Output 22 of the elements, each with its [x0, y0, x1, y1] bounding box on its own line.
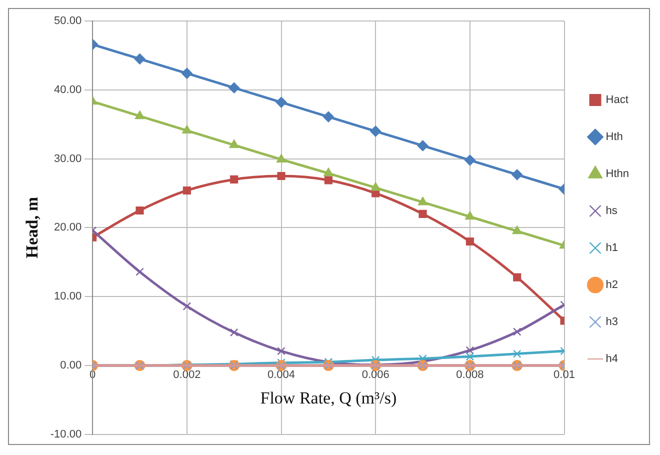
legend-label: h1	[606, 242, 618, 254]
y-axis-title: Head, m	[22, 197, 42, 258]
x-tick-label: 0.008	[456, 369, 484, 382]
y-tick-label: -10.00	[50, 428, 82, 440]
legend-label: h3	[606, 316, 618, 328]
y-tick-label: 0.00	[60, 360, 82, 372]
legend-label: h4	[606, 353, 618, 366]
y-tick-label: 10.00	[54, 290, 82, 303]
y-tick-label: 50.00	[54, 15, 82, 28]
y-tick-label: 20.00	[54, 222, 82, 234]
y-tick-label: 30.00	[54, 152, 82, 165]
legend-label: hs	[606, 205, 618, 218]
x-axis-title: Flow Rate, Q (m³/s)	[260, 388, 397, 408]
legend-label: Hth	[606, 131, 623, 144]
x-tick-label: 0.006	[362, 369, 390, 382]
y-tick-label: 40.00	[54, 84, 82, 96]
x-tick-label: 0.01	[554, 369, 575, 382]
x-tick-label: 0.004	[267, 369, 296, 382]
legend-label: Hact	[606, 94, 628, 106]
legend-label: Hthn	[606, 168, 630, 180]
x-tick-label: 0.002	[173, 369, 201, 382]
legend-label: h2	[606, 279, 618, 292]
